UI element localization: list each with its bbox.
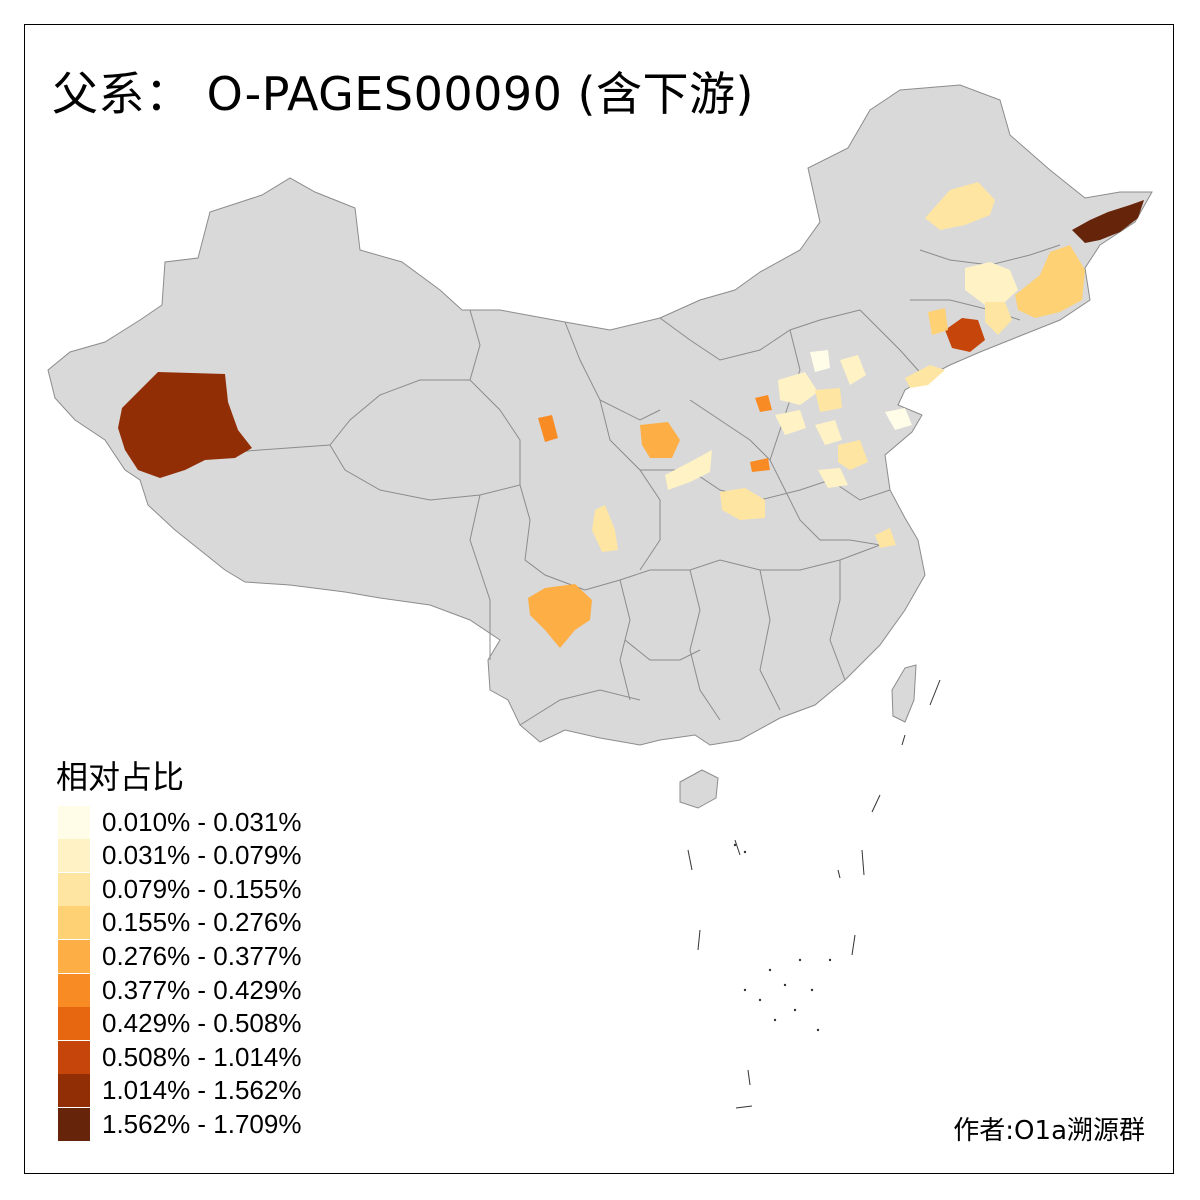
legend-swatch (58, 940, 90, 973)
region-tangshan (840, 355, 866, 385)
legend-item: 0.155% - 0.276% (58, 906, 301, 939)
region-beijing-area (810, 350, 830, 372)
region-shandong-b (818, 468, 848, 488)
legend-label: 0.010% - 0.031% (102, 807, 302, 837)
region-hebei-c (815, 420, 842, 445)
region-northeast-mid2 (985, 302, 1012, 335)
legend-label: 0.155% - 0.276% (102, 907, 302, 937)
region-shaanxi-yulin (640, 422, 680, 458)
author-credit: 作者:O1a溯源群 (953, 1116, 1145, 1146)
legend-item: 0.508% - 1.014% (58, 1041, 301, 1074)
region-henan-a (750, 458, 770, 472)
legend-swatch (58, 1108, 90, 1141)
region-shaanxi-south (665, 450, 712, 490)
legend-swatch (58, 839, 90, 872)
legend-swatch (58, 1041, 90, 1074)
hainan-island (679, 769, 719, 809)
legend-label: 0.508% - 1.014% (102, 1042, 302, 1072)
legend-swatch (58, 974, 90, 1007)
region-shandong-a (838, 440, 868, 470)
legend-item: 0.010% - 0.031% (58, 806, 301, 839)
legend-item: 0.276% - 0.377% (58, 940, 301, 973)
region-henan-b (720, 488, 765, 520)
region-hulunbuir (925, 182, 995, 230)
region-jiangsu (875, 528, 896, 548)
legend-item: 1.562% - 1.709% (58, 1108, 301, 1141)
region-shanxi-a (755, 395, 772, 412)
south-china-sea-islands (687, 679, 941, 1109)
region-qinghai (538, 415, 558, 442)
region-northeast-east (1015, 245, 1085, 318)
region-sichuan-north (592, 505, 618, 552)
legend-label: 0.031% - 0.079% (102, 840, 302, 870)
legend-swatch (58, 906, 90, 939)
region-liangshan (528, 584, 592, 648)
region-tonghua (945, 318, 985, 352)
legend-label: 1.562% - 1.709% (102, 1109, 302, 1139)
region-shanxi-b (775, 410, 806, 435)
legend-item: 0.079% - 0.155% (58, 873, 301, 906)
colored-regions (118, 182, 1144, 648)
region-liaoning (928, 308, 948, 335)
spratly-dots (733, 843, 832, 1032)
legend-label: 0.079% - 0.155% (102, 874, 302, 904)
legend-label: 0.377% - 0.429% (102, 975, 302, 1005)
legend-item: 0.377% - 0.429% (58, 974, 301, 1007)
region-northeast-mid (965, 262, 1018, 305)
legend-label: 1.014% - 1.562% (102, 1075, 302, 1105)
region-heihe-east (1072, 200, 1144, 243)
map-title: 父系： O-PAGES00090 (含下游) (52, 67, 754, 121)
region-dalian (905, 365, 945, 388)
legend-label: 0.429% - 0.508% (102, 1008, 302, 1038)
region-hebei-a (778, 372, 818, 405)
region-kashgar (118, 372, 252, 478)
legend-label: 0.276% - 0.377% (102, 941, 302, 971)
legend-swatch (58, 1007, 90, 1040)
taiwan-island (891, 664, 917, 723)
region-hebei-b (815, 388, 842, 412)
legend-swatch (58, 806, 90, 839)
legend-item: 0.429% - 0.508% (58, 1007, 301, 1040)
region-tianjin (885, 408, 912, 430)
province-borders (139, 244, 1061, 726)
legend-swatch (58, 1074, 90, 1107)
legend-swatch (58, 873, 90, 906)
map-frame (24, 24, 1174, 1174)
legend-item: 1.014% - 1.562% (58, 1074, 301, 1107)
legend-item: 0.031% - 0.079% (58, 839, 301, 872)
legend-title: 相对占比 (56, 758, 185, 796)
